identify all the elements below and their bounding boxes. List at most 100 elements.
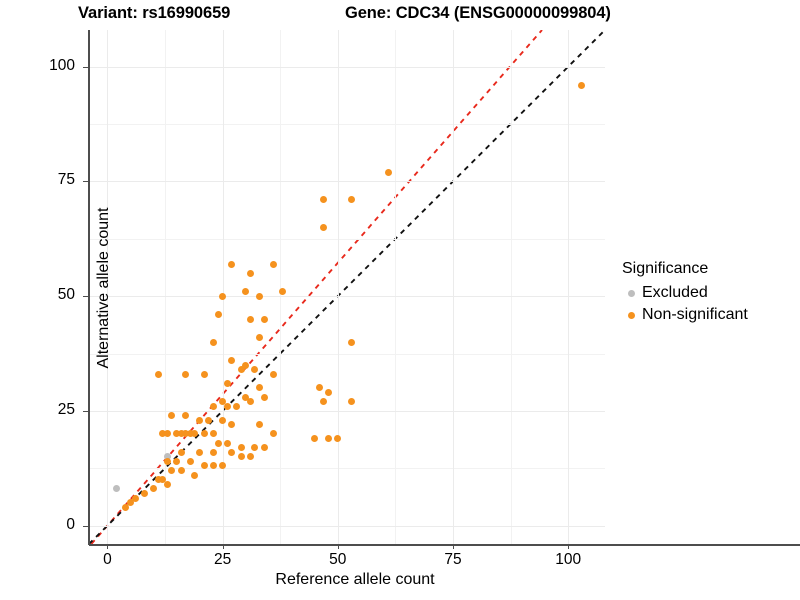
x-axis-tick-label: 100 — [555, 551, 582, 568]
data-point — [223, 379, 231, 387]
y-axis-tick-label: 75 — [57, 171, 75, 189]
data-point — [325, 389, 333, 397]
data-point — [384, 168, 392, 176]
y-axis-tick-label: 50 — [57, 286, 75, 304]
data-point — [260, 315, 268, 323]
y-axis-tick-label: 0 — [66, 515, 75, 533]
y-axis-tick — [83, 296, 88, 298]
y-axis-title: Alternative allele count — [95, 207, 112, 369]
data-point — [246, 398, 254, 406]
y-axis-tick-label: 25 — [57, 400, 75, 418]
gridline-minor-vertical — [280, 30, 282, 544]
data-point — [348, 196, 356, 204]
gridline-minor-horizontal — [89, 124, 605, 126]
data-point — [242, 288, 250, 296]
data-point — [320, 196, 328, 204]
data-point — [269, 370, 277, 378]
gridline-major-vertical — [568, 30, 570, 544]
data-point — [325, 434, 333, 442]
x-axis-tick — [222, 544, 224, 549]
legend-item[interactable]: Non-significant — [622, 304, 797, 326]
gridline-minor-vertical — [165, 30, 167, 544]
data-point — [159, 476, 167, 484]
data-point — [246, 269, 254, 277]
data-point — [232, 402, 240, 410]
data-point — [126, 499, 134, 507]
data-point — [200, 430, 208, 438]
x-axis-tick — [337, 544, 339, 549]
expected-ratio-line — [90, 30, 543, 544]
gridline-major-horizontal — [89, 296, 605, 298]
data-point — [200, 462, 208, 470]
data-point — [214, 311, 222, 319]
data-point — [200, 370, 208, 378]
gridline-minor-horizontal — [89, 238, 605, 240]
data-point — [219, 292, 227, 300]
chart-title-row: Variant: rs16990659 Gene: CDC34 (ENSG000… — [0, 4, 800, 28]
legend-item[interactable]: Excluded — [622, 282, 797, 304]
data-point — [255, 384, 263, 392]
gridline-major-vertical — [337, 30, 339, 544]
gridline-major-horizontal — [89, 410, 605, 412]
data-point — [209, 430, 217, 438]
data-point — [228, 448, 236, 456]
data-point — [154, 370, 162, 378]
gridline-major-horizontal — [89, 525, 605, 527]
data-point — [315, 384, 323, 392]
data-point — [348, 338, 356, 346]
y-axis-tick — [83, 410, 88, 412]
data-point — [113, 485, 121, 493]
data-point — [320, 398, 328, 406]
gridline-major-horizontal — [89, 66, 605, 68]
gridline-minor-horizontal — [89, 353, 605, 355]
gridline-minor-horizontal — [89, 468, 605, 470]
data-point — [279, 288, 286, 296]
data-point — [219, 398, 227, 406]
data-point — [191, 471, 199, 479]
x-axis-tick — [452, 544, 454, 549]
data-point — [246, 453, 254, 461]
data-point — [242, 393, 250, 401]
gridline-major-vertical — [222, 30, 224, 544]
gridline-major-vertical — [452, 30, 454, 544]
data-point — [251, 444, 259, 452]
variant-title: Variant: rs16990659 — [78, 4, 231, 22]
data-point — [196, 448, 204, 456]
data-point — [163, 430, 171, 438]
gridline-minor-vertical — [395, 30, 397, 544]
legend-items: Excluded Non-significant — [622, 282, 797, 326]
legend-item-label: Non-significant — [642, 306, 748, 323]
data-point — [177, 448, 185, 456]
legend-title: Significance — [622, 260, 709, 277]
data-point — [214, 439, 222, 447]
data-point — [219, 462, 227, 470]
legend-dot-icon — [622, 284, 640, 302]
data-point — [269, 430, 277, 438]
data-point — [334, 434, 342, 442]
data-point — [223, 439, 231, 447]
data-point — [173, 430, 181, 438]
data-point — [131, 494, 139, 502]
data-point — [228, 421, 236, 429]
data-point — [237, 444, 245, 452]
x-axis-tick — [107, 544, 109, 549]
plot-panel — [89, 30, 605, 544]
data-point — [168, 467, 176, 475]
y-axis-tick — [83, 181, 88, 183]
data-point — [122, 503, 130, 511]
gridline-minor-vertical — [510, 30, 512, 544]
data-point — [209, 448, 217, 456]
gridline-major-vertical — [107, 30, 109, 544]
data-point — [255, 333, 263, 341]
data-point — [320, 223, 328, 231]
legend-dot-icon — [622, 306, 640, 324]
data-point — [182, 370, 190, 378]
data-point — [269, 260, 277, 268]
x-axis-line — [89, 544, 800, 546]
data-point — [150, 485, 157, 493]
data-point — [154, 476, 162, 484]
y-axis-tick — [83, 66, 88, 68]
gene-title: Gene: CDC34 (ENSG00000099804) — [345, 4, 611, 22]
data-point — [311, 434, 319, 442]
